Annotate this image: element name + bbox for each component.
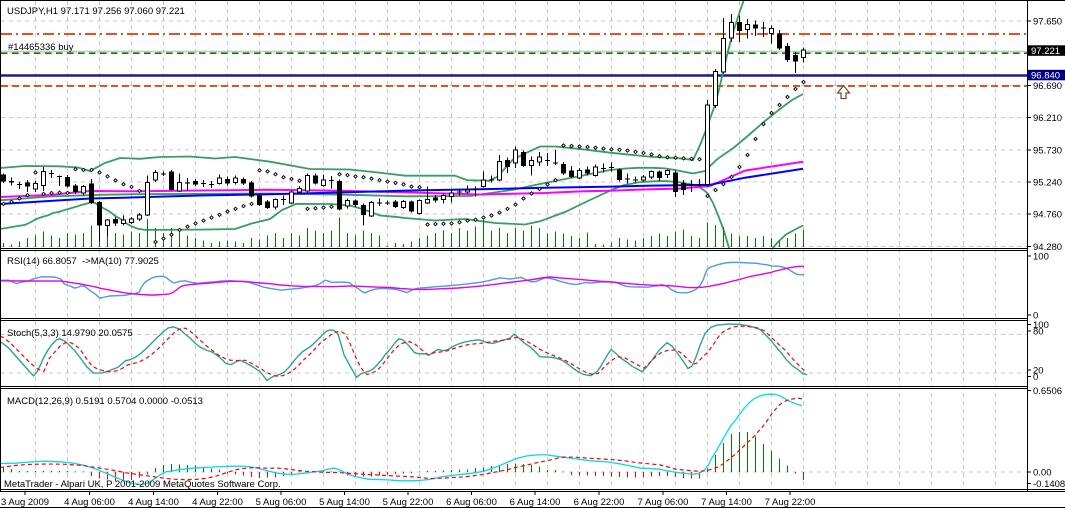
svg-text:96.690: 96.690 (1033, 81, 1062, 92)
svg-text:4 Aug 22:00: 4 Aug 22:00 (192, 497, 243, 508)
svg-text:97.221: 97.221 (1031, 46, 1060, 57)
svg-text:5 Aug 14:00: 5 Aug 14:00 (319, 497, 370, 508)
svg-text:0: 0 (1033, 311, 1038, 322)
svg-text:94.760: 94.760 (1033, 210, 1062, 221)
svg-text:7 Aug 14:00: 7 Aug 14:00 (701, 497, 752, 508)
svg-text:94.280: 94.280 (1033, 242, 1062, 253)
svg-text:6 Aug 14:00: 6 Aug 14:00 (510, 497, 561, 508)
svg-text:6 Aug 22:00: 6 Aug 22:00 (574, 497, 625, 508)
svg-text:0: 0 (1033, 372, 1038, 383)
svg-text:5 Aug 22:00: 5 Aug 22:00 (383, 497, 434, 508)
svg-text:RSI(14) 66.8057 ->MA(10) 77.9: RSI(14) 66.8057 ->MA(10) 77.9025 (7, 256, 159, 267)
svg-text:95.240: 95.240 (1033, 178, 1062, 189)
svg-text:-0.1408: -0.1408 (1033, 479, 1065, 490)
svg-text:Stoch(5,3,3) 14.9790 20.0575: Stoch(5,3,3) 14.9790 20.0575 (7, 328, 133, 339)
svg-text:0.00: 0.00 (1033, 468, 1052, 479)
svg-text:#14465336 buy: #14465336 buy (8, 42, 74, 53)
svg-text:96.210: 96.210 (1033, 113, 1062, 124)
svg-text:6 Aug 06:00: 6 Aug 06:00 (446, 497, 497, 508)
svg-text:100: 100 (1033, 252, 1049, 263)
svg-text:100: 100 (1033, 320, 1049, 331)
svg-text:7 Aug 22:00: 7 Aug 22:00 (765, 497, 816, 508)
svg-text:5 Aug 06:00: 5 Aug 06:00 (256, 497, 307, 508)
svg-text:4 Aug 14:00: 4 Aug 14:00 (128, 497, 179, 508)
svg-text:20: 20 (1033, 366, 1044, 377)
svg-text:MACD(12,26,9) 0.5191 0.5704 0.: MACD(12,26,9) 0.5191 0.5704 0.0000 -0.05… (7, 396, 203, 407)
svg-text:USDJPY,H1 97.171 97.256 97.06: USDJPY,H1 97.171 97.256 97.060 97.221 (7, 6, 185, 17)
svg-text:97.650: 97.650 (1033, 17, 1062, 28)
svg-text:3 Aug 2009: 3 Aug 2009 (1, 497, 49, 508)
svg-text:80: 80 (1033, 327, 1044, 338)
svg-text:MetaTrader - Alpari UK, P 2001: MetaTrader - Alpari UK, P 2001-2009 Meta… (4, 479, 281, 490)
svg-text:4 Aug 06:00: 4 Aug 06:00 (64, 497, 115, 508)
svg-text:7 Aug 06:00: 7 Aug 06:00 (638, 497, 689, 508)
svg-text:0.6506: 0.6506 (1033, 386, 1062, 397)
svg-text:96.840: 96.840 (1031, 71, 1060, 82)
svg-text:95.730: 95.730 (1033, 145, 1062, 156)
